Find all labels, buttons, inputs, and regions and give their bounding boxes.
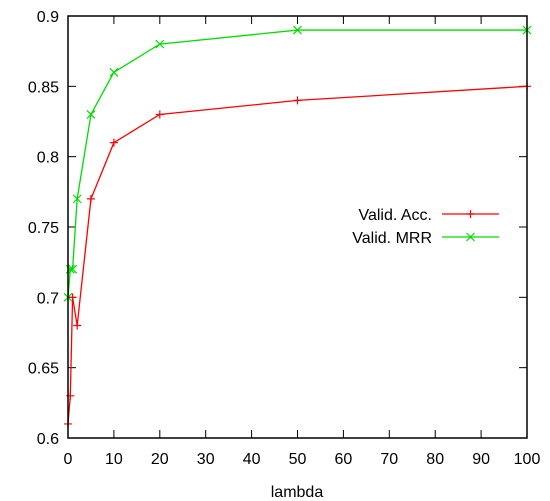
x-tick-label: 60	[335, 451, 353, 468]
x-tick-label: 30	[197, 451, 215, 468]
data-point-marker	[466, 232, 475, 242]
data-point-marker	[86, 194, 95, 203]
data-point-marker	[109, 138, 118, 147]
data-point-marker	[109, 67, 119, 77]
data-point-marker	[155, 39, 165, 49]
data-point-marker	[155, 110, 164, 119]
x-tick-label: 50	[289, 451, 307, 468]
series-valid-mrr	[63, 25, 532, 302]
x-tick-label: 20	[151, 451, 169, 468]
axis-ticks	[67, 15, 528, 439]
x-tick-label: 100	[514, 451, 541, 468]
y-tick-label: 0.75	[28, 220, 59, 237]
y-tick-label: 0.7	[37, 290, 59, 307]
data-point-marker	[68, 293, 77, 302]
series-line	[67, 85, 528, 424]
x-axis-label: lambda	[271, 484, 324, 501]
y-tick-label: 0.85	[28, 79, 59, 96]
data-point-marker	[466, 210, 475, 218]
y-tick-labels: 0.6 0.65 0.7 0.75 0.8 0.85 0.9	[28, 9, 59, 448]
series-line	[67, 29, 527, 298]
plot-frame	[67, 15, 528, 439]
data-series	[63, 25, 532, 428]
data-point-marker	[293, 96, 302, 105]
data-point-marker	[68, 264, 78, 274]
data-point-marker	[72, 194, 82, 204]
x-tick-label: 90	[472, 451, 490, 468]
data-point-marker	[73, 321, 82, 330]
data-point-marker	[86, 110, 96, 119]
legend: Valid. Acc. Valid. MRR	[352, 207, 499, 247]
data-point-marker	[293, 25, 302, 35]
x-tick-label: 70	[380, 451, 398, 468]
y-tick-label: 0.9	[37, 9, 59, 26]
legend-label: Valid. Acc.	[358, 207, 432, 224]
x-tick-label: 0	[64, 451, 73, 468]
y-tick-label: 0.65	[28, 361, 59, 378]
x-tick-labels: 0 10 20 30 40 50 60 70 80 90 100	[64, 451, 541, 468]
x-tick-label: 10	[105, 451, 123, 468]
series-valid-acc	[64, 82, 531, 428]
x-tick-label: 40	[243, 451, 261, 468]
x-tick-label: 80	[426, 451, 444, 468]
y-tick-label: 0.8	[37, 150, 59, 167]
y-tick-label: 0.6	[37, 431, 59, 448]
legend-label: Valid. MRR	[352, 230, 432, 247]
